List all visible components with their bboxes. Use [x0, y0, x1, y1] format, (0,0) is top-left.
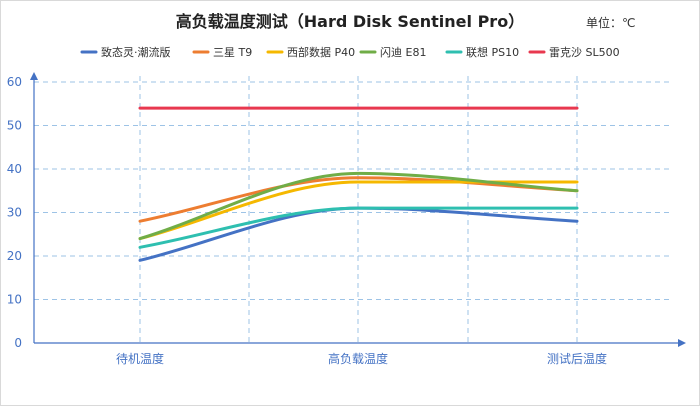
series-lines: [138, 106, 579, 262]
y-tick-label: 50: [7, 119, 22, 133]
y-tick-label: 10: [7, 293, 22, 307]
legend: 致态灵·潮流版 三星 T9 西部数据 P40 闪迪 E81 联想 PS10 雷克沙 SL5…: [80, 45, 620, 59]
legend-item: 联想 PS10: [445, 45, 519, 59]
legend-item: 雷克沙 SL500: [528, 46, 620, 59]
series-line-2: [138, 176, 579, 223]
y-tick-label: 40: [7, 162, 22, 176]
legend-label: 致态灵·潮流版: [101, 45, 171, 59]
x-category-label: 高负载温度: [328, 351, 388, 366]
y-axis-arrow: [30, 72, 38, 80]
y-tick-labels: 0 10 20 30 40 50 60: [7, 75, 22, 350]
x-category-label: 测试后温度: [547, 351, 607, 366]
x-axis-arrow: [678, 339, 686, 347]
y-tick-label: 60: [7, 75, 22, 89]
legend-label: 雷克沙 SL500: [549, 46, 620, 59]
legend-item: 闪迪 E81: [359, 45, 426, 59]
legend-item: 西部数据 P40: [266, 45, 355, 59]
legend-label: 闪迪 E81: [380, 45, 426, 59]
legend-label: 西部数据 P40: [287, 45, 355, 59]
y-tick-label: 30: [7, 206, 22, 220]
legend-item: 三星 T9: [192, 46, 252, 59]
series-line-3: [138, 180, 579, 241]
series-line-4: [138, 171, 579, 241]
unit-label: 单位：℃: [586, 16, 636, 30]
y-tick-label: 20: [7, 249, 22, 263]
legend-item: 致态灵·潮流版: [80, 45, 171, 59]
y-tick-label: 0: [14, 336, 22, 350]
x-category-labels: 待机温度 高负载温度 测试后温度: [116, 351, 607, 366]
axes: [30, 72, 686, 347]
series-line-5: [138, 206, 579, 249]
legend-label: 联想 PS10: [466, 45, 519, 59]
x-category-label: 待机温度: [116, 351, 164, 366]
chart-title: 高负载温度测试（Hard Disk Sentinel Pro）: [175, 12, 525, 31]
legend-label: 三星 T9: [213, 46, 252, 59]
grid-lines: [34, 76, 672, 343]
